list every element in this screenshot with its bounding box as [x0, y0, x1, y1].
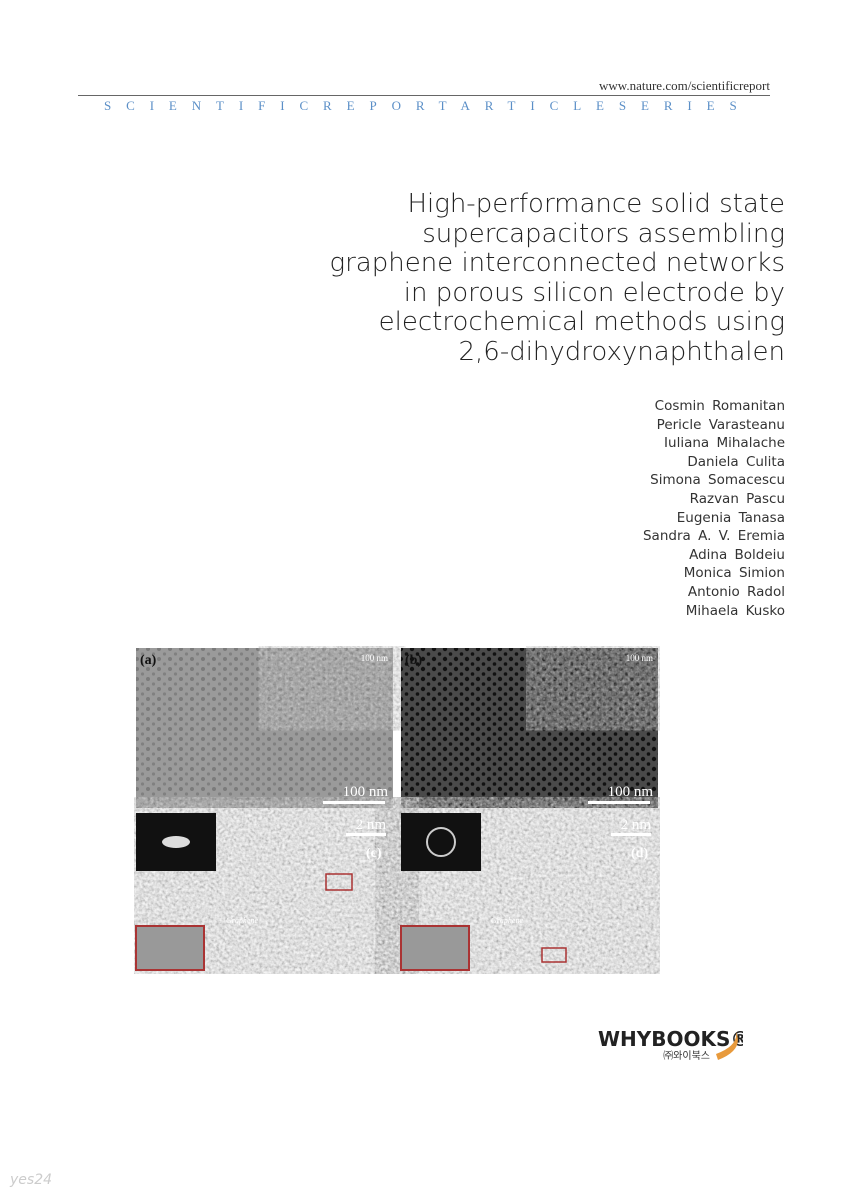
title-line: High-performance solid state: [407, 189, 785, 219]
panel-label: (c): [366, 846, 382, 861]
header-rule: [78, 95, 770, 96]
title-line: graphene interconnected networks: [329, 248, 786, 278]
author: Mihaela Kusko: [685, 602, 785, 619]
panel-note: Graphene: [226, 916, 258, 925]
author: Razvan Pascu: [689, 490, 785, 507]
scale-bar-label: 100 nm: [343, 784, 389, 800]
author: Adina Boldeiu: [689, 546, 785, 563]
url: www.nature.com/scientificreport: [599, 78, 770, 93]
author: Pericle Varasteanu: [656, 416, 785, 433]
scale-bar-label: 2 nm: [621, 817, 652, 833]
title-line: supercapacitors assembling: [422, 218, 785, 249]
inset-scale-label: 100 nm: [361, 653, 388, 663]
author: Eugenia Tanasa: [676, 509, 785, 526]
title-line: electrochemical methods using: [378, 307, 785, 337]
author: Daniela Culita: [687, 453, 785, 470]
scale-bar: [323, 801, 385, 804]
title-line: in porous silicon electrode by: [403, 277, 785, 308]
figure: (a) 100 nm 100 nm (b) 100 nm 100 nm (c) 2 nm Gra…: [135, 648, 658, 971]
scale-bar: [346, 833, 386, 836]
inset-scale-label: 100 nm: [626, 653, 653, 663]
panel-label: (b): [405, 653, 422, 668]
author: Monica Simion: [683, 565, 785, 582]
publisher-name: WHYBOOKS®: [598, 1027, 743, 1051]
author: Antonio Radol: [687, 583, 785, 600]
scale-bar: [611, 833, 651, 836]
author: Sandra A. V. Eremia: [642, 528, 785, 545]
panel-label: (d): [631, 846, 648, 861]
publisher-korean: ㈜와이북스: [663, 1049, 710, 1062]
scale-bar-label: 100 nm: [608, 784, 654, 800]
series: SCIENTIFICREPORTARTICLESERIES: [104, 98, 752, 113]
title-line: 2,6-dihydroxynaphthalen: [458, 336, 785, 367]
scale-bar: [588, 801, 650, 804]
authors: Cosmin Romanitan Pericle Varasteanu Iulian…: [643, 397, 785, 620]
watermark: yes24: [10, 1172, 53, 1188]
scale-bar-label: 2 nm: [356, 817, 387, 833]
author: Cosmin Romanitan: [654, 398, 785, 414]
author: Iuliana Mihalache: [664, 435, 785, 452]
author: Simona Somacescu: [650, 472, 785, 489]
publisher-logo: WHYBOOKS® ㈜와이북스: [598, 1027, 743, 1062]
panel-label: (a): [140, 653, 157, 668]
title: High-performance solid state supercapacit…: [329, 189, 786, 367]
panel-note: Graphene: [491, 916, 523, 925]
